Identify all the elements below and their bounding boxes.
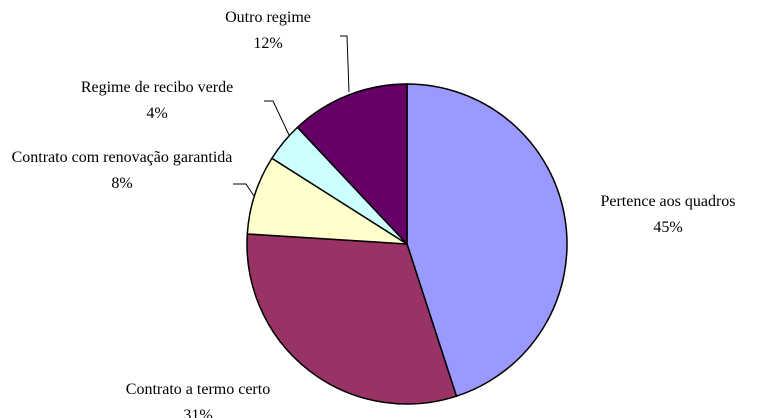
slice-label: Outro regime 12% xyxy=(188,5,348,57)
category-label: Regime de recibo verde xyxy=(80,79,234,96)
value-label: 4% xyxy=(146,105,168,122)
category-label: Contrato com renovação garantida xyxy=(11,149,233,166)
leader-line xyxy=(340,35,350,93)
slice-label: Contrato a termo certo 31% xyxy=(78,377,318,418)
value-label: 12% xyxy=(253,35,283,52)
value-label: 31% xyxy=(183,407,213,418)
slice-label: Contrato com renovação garantida 8% xyxy=(0,145,247,197)
pie-slice xyxy=(246,233,458,405)
slice-label: Pertence aos quadros 45% xyxy=(558,189,764,241)
category-label: Pertence aos quadros xyxy=(600,193,736,210)
pie-slice xyxy=(406,83,568,398)
pie-slice xyxy=(296,83,408,246)
slice-label: Regime de recibo verde 4% xyxy=(37,75,277,127)
category-label: Outro regime xyxy=(225,9,311,26)
category-label: Contrato a termo certo xyxy=(125,381,271,398)
leader-line xyxy=(233,183,255,197)
leader-line xyxy=(264,100,291,138)
value-label: 45% xyxy=(653,219,683,236)
value-label: 8% xyxy=(111,175,133,192)
